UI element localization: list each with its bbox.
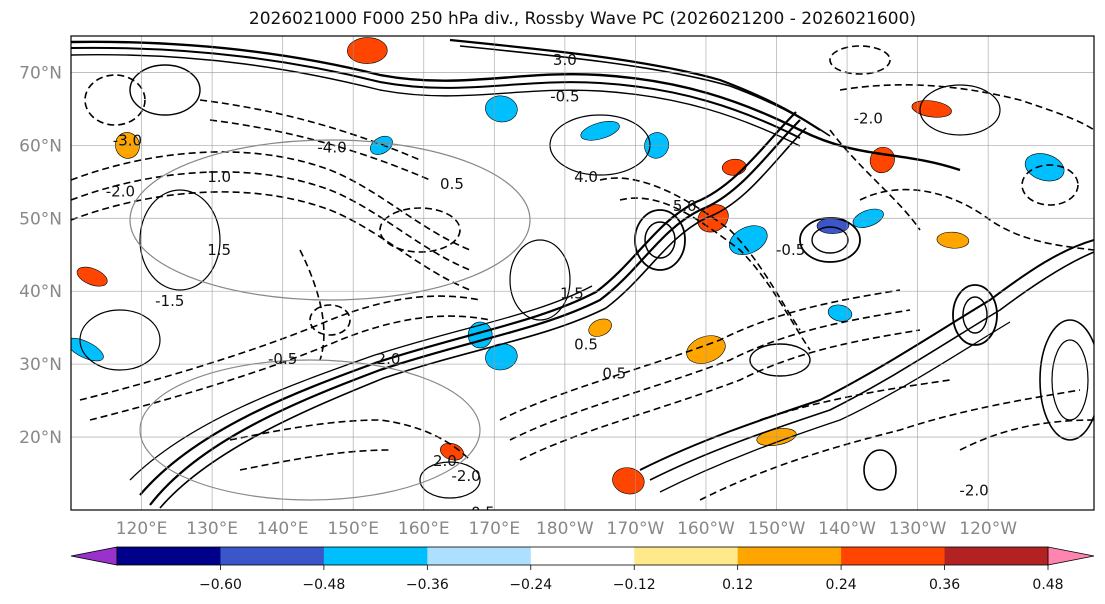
colorbar-extend-low	[70, 546, 118, 566]
contour-label: 2.0	[433, 452, 457, 470]
divergence-patch	[612, 467, 645, 495]
contour-label: 1.0	[207, 168, 231, 186]
lon-tick-label: 120°W	[959, 519, 1017, 539]
contour-label: 1.5	[560, 285, 584, 303]
gridlines	[71, 36, 1094, 510]
lat-tick-label: 50°N	[19, 209, 62, 229]
colorbar-tick-label: −0.48	[302, 577, 345, 593]
longitude-labels: 120°E 130°E 140°E 150°E 160°E 170°E 180°W 170°W…	[116, 519, 1018, 539]
contour-label: -2.0	[959, 481, 988, 499]
colorbar-segment	[220, 547, 325, 565]
divergence-patch	[485, 343, 518, 371]
colorbar-segment	[117, 547, 221, 565]
contour-label: 3.0	[553, 51, 577, 69]
contour-label: -0.5	[550, 88, 579, 106]
lon-tick-label: 150°E	[327, 519, 379, 539]
lon-tick-label: 170°E	[468, 519, 520, 539]
latitude-labels: 70°N 60°N 50°N 40°N 30°N 20°N	[19, 63, 62, 448]
contour-label: 5.0	[673, 197, 697, 215]
colorbar-tick-label: −0.24	[509, 577, 552, 593]
contour-label: -1.5	[155, 292, 184, 310]
lat-tick-label: 30°N	[19, 355, 62, 375]
divergence-patch	[911, 100, 952, 118]
colorbar-segment	[530, 547, 635, 565]
map-frame	[70, 35, 1095, 511]
colorbar-tick-label: −0.36	[406, 577, 449, 593]
colorbar-tick-label: −0.60	[199, 577, 242, 593]
divergence-patch	[76, 266, 108, 287]
divergence-patch	[729, 225, 768, 255]
colorbar-tick-label: 0.12	[722, 577, 753, 593]
contour-label: -0.5	[268, 350, 297, 368]
colorbar-tick-label: 0.24	[826, 577, 857, 593]
divergence-patch	[1024, 153, 1065, 182]
lon-tick-label: 180°W	[536, 519, 594, 539]
lat-tick-label: 20°N	[19, 428, 62, 448]
contour-label: 4.0	[574, 168, 598, 186]
contour-label: -0.5	[466, 503, 495, 521]
lat-tick-label: 70°N	[19, 63, 62, 83]
colorbar-extend-high	[1047, 546, 1095, 566]
lat-tick-label: 60°N	[19, 136, 62, 156]
colorbar-frame	[116, 546, 1049, 566]
divergence-patch	[440, 442, 464, 461]
contour-label: 0.5	[574, 336, 598, 354]
contour-label: -2.0	[854, 110, 883, 128]
lon-tick-label: 170°W	[607, 519, 665, 539]
contour-label: -0.5	[776, 241, 805, 259]
lon-tick-label: 130°E	[186, 519, 238, 539]
contour-label: 1.5	[207, 241, 231, 259]
divergence-patch	[936, 231, 970, 249]
contour-label: 2.0	[377, 350, 401, 368]
contour-label: -3.0	[113, 131, 142, 149]
lon-tick-label: 150°W	[748, 519, 806, 539]
colorbar-segment	[944, 547, 1049, 565]
colorbar-segment	[737, 547, 842, 565]
divergence-patch	[827, 304, 853, 322]
divergence-patch	[588, 318, 612, 337]
lon-tick-label: 160°W	[677, 519, 735, 539]
map-title: 2026021000 F000 250 hPa div., Rossby Wav…	[248, 9, 917, 29]
contour-labels: -0.5 -2.0 -3.0 -4.0 -2.0 -1.5 -0.5 -2.0 -0.5 -0.5…	[106, 51, 989, 521]
colorbar-tick-label: −0.12	[613, 577, 656, 593]
contour-label: -2.0	[106, 182, 135, 200]
colorbar-tick-label: 0.36	[929, 577, 960, 593]
contour-label: -2.0	[451, 467, 480, 485]
lon-tick-label: 130°W	[889, 519, 947, 539]
contour-label: 0.5	[440, 175, 464, 193]
divergence-patch	[71, 337, 104, 362]
colorbar: −0.60 −0.48 −0.36 −0.24 −0.12 0.12 0.24 0.36 0.4…	[70, 546, 1095, 593]
colorbar-segment	[323, 547, 428, 565]
contour-label: 0.5	[602, 365, 626, 383]
lon-tick-label: 140°E	[257, 519, 309, 539]
colorbar-tick-label: 0.48	[1032, 577, 1063, 593]
lon-tick-label: 120°E	[116, 519, 168, 539]
colorbar-segment	[427, 547, 532, 565]
divergence-patch	[347, 37, 388, 64]
divergence-patch	[580, 121, 620, 141]
colorbar-segment	[841, 547, 946, 565]
lon-tick-label: 160°E	[398, 519, 450, 539]
contour-label: -4.0	[317, 139, 346, 157]
lon-tick-label: 140°W	[818, 519, 876, 539]
colorbar-segment	[634, 547, 739, 565]
divergence-patch	[485, 95, 518, 123]
lat-tick-label: 40°N	[19, 282, 62, 302]
